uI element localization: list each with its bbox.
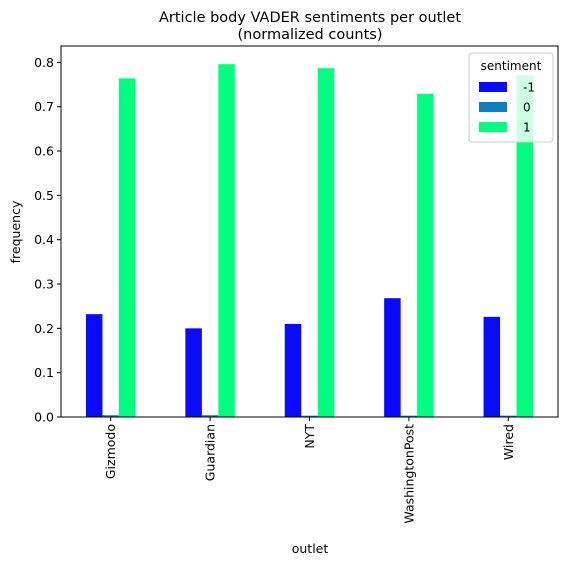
y-tick-label: 0.8 xyxy=(34,55,54,70)
bar-Guardian-sentiment-0 xyxy=(201,415,219,417)
bar-WashingtonPost-sentiment-1 xyxy=(417,93,434,418)
y-axis: 0.0 0.1 0.2 0.3 0.4 0.5 0.6 0.7 0.8 xyxy=(34,55,61,425)
bar-Guardian-sentiment--1 xyxy=(185,328,202,417)
x-axis-label: outlet xyxy=(292,541,329,556)
y-tick-label: 0.3 xyxy=(34,277,54,292)
legend-swatch--1 xyxy=(479,82,507,92)
bar-Gizmodo-sentiment--1 xyxy=(85,314,103,417)
chart-title-line-2: (normalized counts) xyxy=(238,27,383,43)
bar-Gizmodo-sentiment-1 xyxy=(118,78,136,418)
bars-group xyxy=(85,64,534,418)
x-tick-label: Wired xyxy=(501,424,516,460)
y-tick-label: 0.2 xyxy=(34,321,54,336)
bar-Gizmodo-sentiment-0 xyxy=(102,415,119,417)
plot-frame xyxy=(60,45,559,418)
bar-Guardian-sentiment-1 xyxy=(218,64,235,418)
bar-WashingtonPost-sentiment-0 xyxy=(400,415,418,417)
y-axis-label: frequency xyxy=(8,200,23,263)
y-tick-label: 0.1 xyxy=(34,365,54,380)
chart-title-line-1: Article body VADER sentiments per outlet xyxy=(159,10,461,26)
y-tick-label: 0.7 xyxy=(34,99,54,114)
y-tick-label: 0.4 xyxy=(34,232,54,247)
legend-swatch-0 xyxy=(479,102,507,112)
x-tick-label: WashingtonPost xyxy=(401,424,416,524)
x-tick-label: NYT xyxy=(302,424,317,449)
x-tick-label: Guardian xyxy=(203,424,218,481)
bar-NYT-sentiment-1 xyxy=(317,68,335,417)
bar-Wired-sentiment-1 xyxy=(516,75,534,417)
x-axis: Gizmodo Guardian NYT WashingtonPost Wired xyxy=(103,417,516,524)
y-tick-label: 0.5 xyxy=(34,188,54,203)
bar-NYT-sentiment-0 xyxy=(301,415,318,417)
legend-title: sentiment xyxy=(481,59,542,73)
bar-Wired-sentiment-0 xyxy=(500,415,517,417)
legend-label-1: 1 xyxy=(523,121,531,135)
x-tick-label: Gizmodo xyxy=(103,424,118,479)
legend-swatch-1 xyxy=(479,122,507,132)
y-tick-label: 0.0 xyxy=(34,410,54,425)
bar-NYT-sentiment--1 xyxy=(284,323,302,417)
y-tick-label: 0.6 xyxy=(34,144,54,159)
legend-box xyxy=(468,52,554,143)
legend: sentiment -1 0 1 xyxy=(468,52,554,143)
legend-label--1: -1 xyxy=(523,81,535,95)
bar-Wired-sentiment--1 xyxy=(483,316,501,417)
legend-label-0: 0 xyxy=(523,101,531,115)
bar-WashingtonPost-sentiment--1 xyxy=(384,298,401,417)
